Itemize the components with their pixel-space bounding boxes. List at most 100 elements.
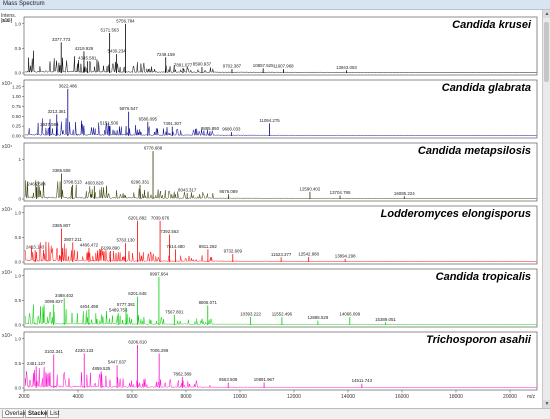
- peak-label: 7249.159: [157, 52, 176, 57]
- y-tick-label: 0.5: [15, 46, 22, 51]
- peak-label: 5171.563: [100, 27, 119, 32]
- peak-label: 2451.127: [27, 361, 46, 366]
- peak-label: 5876.547: [120, 106, 139, 111]
- peak-label: 10393.222: [240, 312, 261, 317]
- peak-label: 12885.529: [308, 315, 329, 320]
- peak-label: 11552.496: [272, 312, 293, 317]
- y-exponent-label: x10⁴: [2, 144, 12, 150]
- scroll-up-arrow-icon[interactable]: ▲: [543, 10, 550, 18]
- peak-label: 7891.077: [174, 62, 193, 67]
- peak-label: 7005.299: [150, 348, 169, 353]
- x-tick-label: 14000: [341, 394, 355, 400]
- panel-frame-lodderomyces-elongisporus: [23, 205, 538, 265]
- peak-label: 5763.130: [116, 238, 135, 243]
- peak-label: 9576.089: [219, 189, 238, 194]
- y-tick-label: 1.00: [12, 94, 21, 99]
- y-exponent-label: x10⁴: [2, 81, 12, 87]
- peak-label: 3798.513: [63, 179, 82, 184]
- y-tick-label: 1.0: [15, 273, 22, 278]
- x-tick-label: 6000: [126, 394, 137, 400]
- tab-list[interactable]: List: [47, 410, 59, 418]
- peak-label: 4859.525: [92, 366, 111, 371]
- peak-label: 9680.033: [222, 127, 241, 132]
- y-exponent-label: x10⁴: [2, 333, 12, 339]
- peak-label: 3488.402: [55, 293, 74, 298]
- window-titlebar: Mass Spectrum: [0, 0, 550, 10]
- peak-label: 3213.361: [48, 109, 67, 114]
- panel-title-trichosporon-asahii: Trichosporon asahii: [426, 334, 532, 346]
- peak-label: 2937.986: [40, 122, 59, 127]
- vertical-scrollbar[interactable]: ▲ ▼: [542, 10, 550, 408]
- x-tick-label: 10000: [233, 394, 247, 400]
- peak-label: 7039.676: [151, 215, 170, 220]
- peak-label: 6997.664: [150, 272, 169, 277]
- y-tick-label: 0: [18, 197, 21, 202]
- peak-label: 4219.929: [75, 46, 94, 51]
- peak-label: 15389.051: [375, 317, 396, 322]
- window-title: Mass Spectrum: [3, 1, 45, 7]
- peak-label: 7862.389: [173, 372, 192, 377]
- spectrum-trace-candida-krusei: [24, 50, 537, 74]
- peak-label: 11607.968: [273, 64, 294, 69]
- peak-label: 3386.508: [52, 168, 71, 173]
- peak-label: 10857.525: [253, 63, 274, 68]
- scroll-down-arrow-icon[interactable]: ▼: [543, 400, 550, 408]
- x-tick-label: 20000: [503, 394, 517, 400]
- peak-label: 4230.133: [75, 348, 94, 353]
- peak-label: 14066.099: [339, 312, 360, 317]
- peak-label: 10891.967: [254, 377, 275, 382]
- spectrum-trace-candida-glabrata: [24, 118, 537, 137]
- peak-label: 4404.498: [80, 304, 99, 309]
- spectrum-trace-candida-metapsilosis: [24, 180, 537, 200]
- peak-label: 4603.820: [85, 181, 104, 186]
- y-tick-label: 1.0: [15, 21, 22, 26]
- peak-label: 11523.377: [271, 252, 292, 257]
- y-tick-label: 0.75: [12, 104, 21, 109]
- peak-label: 9732.609: [224, 249, 243, 254]
- y-tick-label: 1.0: [15, 336, 22, 341]
- peak-label: 2413.143: [26, 245, 45, 250]
- peak-label: 8811.282: [199, 244, 218, 249]
- peak-label: 3377.773: [52, 37, 71, 42]
- tab-overlaid[interactable]: Overlaid: [2, 410, 27, 418]
- panel-frame-candida-glabrata: [23, 79, 538, 139]
- x-tick-label: 2000: [18, 394, 29, 400]
- peak-label: 6586.095: [139, 116, 158, 121]
- peak-label: 11094.275: [259, 118, 280, 123]
- peak-label: 5151.506: [100, 121, 119, 126]
- peak-label: 16085.224: [394, 191, 415, 196]
- panel-title-lodderomyces-elongisporus: Lodderomyces elongisporus: [381, 208, 531, 220]
- y-tick-label: 0.00: [12, 134, 21, 139]
- peak-label: 6206.810: [128, 339, 147, 344]
- x-tick-label: 4000: [72, 394, 83, 400]
- panel-frame-candida-metapsilosis: [23, 142, 538, 202]
- spectrum-trace-candida-tropicalis: [24, 304, 537, 326]
- peak-label: 7392.563: [160, 229, 179, 234]
- peak-label: 5756.784: [116, 18, 135, 23]
- peak-label: 5489.753: [109, 308, 128, 313]
- peak-label: 7567.801: [165, 309, 184, 314]
- panel-title-candida-krusei: Candida krusei: [452, 19, 532, 31]
- peak-label: 3622.486: [59, 83, 78, 88]
- y-tick-label: 0.0: [15, 260, 22, 265]
- peak-label: 4345.581: [78, 56, 97, 61]
- y-axis-unit: [a.u.]: [1, 18, 13, 24]
- y-tick-label: 0.0: [15, 71, 22, 76]
- y-tick-label: 1.0: [15, 210, 22, 215]
- panel-title-candida-tropicalis: Candida tropicalis: [436, 271, 531, 283]
- peak-label: 6778.688: [144, 146, 163, 151]
- y-tick-label: 0.5: [15, 298, 22, 303]
- tab-stacked[interactable]: Stacked: [25, 410, 51, 418]
- stacked-spectra-chart[interactable]: Intens.[a.u.]x10⁴0.00.51.03377.7734219.9…: [0, 10, 542, 408]
- peak-label: 2465.584: [27, 182, 46, 187]
- peak-label: 5430.234: [107, 49, 126, 54]
- y-exponent-label: x10⁴: [2, 270, 12, 276]
- scrollbar-thumb[interactable]: [544, 22, 549, 82]
- y-axis-title: Intens.: [1, 13, 16, 19]
- y-tick-label: 0.0: [15, 386, 22, 391]
- peak-label: 6201.892: [128, 215, 147, 220]
- y-tick-label: 1.25: [12, 84, 21, 89]
- peak-label: 8885.850: [201, 126, 220, 131]
- x-axis-label: m/z: [527, 394, 536, 400]
